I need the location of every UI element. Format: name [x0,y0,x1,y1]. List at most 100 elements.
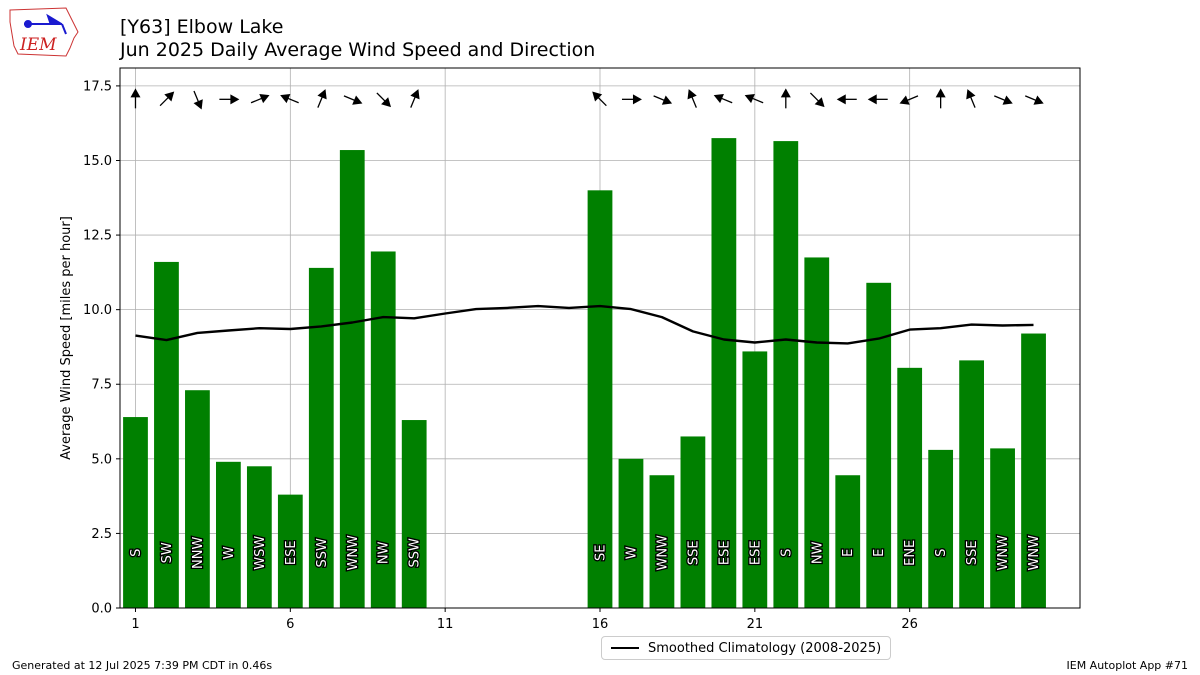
x-tick-label: 6 [286,617,294,632]
legend-label: Smoothed Climatology (2008-2025) [648,640,882,656]
wind-speed-bar [154,261,179,608]
arrow-head [899,95,910,105]
direction-arrows [130,88,1044,110]
wind-speed-bar [804,257,830,608]
y-tick-label: 0.0 [91,602,112,617]
arrow-head [780,88,791,98]
wind-speed-bar [928,449,954,608]
wind-direction-label: WNW [346,535,361,571]
autoplot-app-id: IEM Autoplot App #71 [1066,659,1189,672]
y-tick-label: 10.0 [83,303,112,318]
wind-direction-arrow [935,88,946,109]
wind-direction-label: WNW [996,535,1011,571]
wind-speed-bar [897,367,923,608]
y-tick-label: 17.5 [83,79,112,94]
wind-direction-label: SSE [686,540,701,565]
x-tick-label: 11 [437,617,454,632]
wind-direction-label: S [129,549,144,557]
wind-direction-label: W [624,546,639,559]
wind-direction-label: SSE [965,540,980,565]
climatology-line [135,304,1034,345]
wind-direction-label: ESE [284,540,299,565]
wind-direction-arrow [867,94,888,105]
arrow-shaft [597,96,607,107]
arrow-shaft [317,96,324,108]
wind-direction-label: S [779,549,794,557]
y-tick-label: 12.5 [83,229,112,244]
arrow-head [280,93,291,104]
wind-speed-bars [123,138,1046,609]
arrow-shaft [691,96,697,108]
wind-direction-arrow [966,89,976,108]
y-axis-label: Average Wind Speed [miles per hour] [59,216,74,460]
arrow-head [1002,95,1013,105]
arrow-shaft [969,96,976,108]
wind-speed-bar [711,138,737,608]
y-tick-label: 5.0 [91,452,112,467]
wind-direction-arrow [899,95,919,105]
arrow-shaft [751,97,764,104]
wind-direction-arrow [343,95,363,105]
arrow-head [744,93,755,104]
arrow-head [352,95,363,105]
arrow-head [836,94,846,105]
wind-direction-arrow [653,95,673,105]
wind-direction-arrow [1024,95,1044,105]
wind-direction-label: NNW [191,537,206,569]
arrow-shaft [1024,95,1037,102]
x-tick-label: 16 [592,617,609,632]
arrow-head [687,89,697,100]
arrow-shaft [343,95,356,102]
arrow-shaft [994,95,1006,102]
x-tick-label: 26 [901,617,918,632]
wind-direction-arrow [250,93,270,104]
wind-direction-label: SW [160,542,175,563]
wind-direction-arrow [130,88,141,109]
wind-direction-arrow [836,94,857,105]
wind-direction-label: NW [377,541,392,564]
wind-direction-arrow [713,93,733,104]
wind-speed-bar [277,494,303,608]
arrow-shaft [193,90,200,103]
arrow-head [661,95,673,105]
arrow-shaft [906,95,919,102]
arrow-head [410,89,420,100]
wind-direction-arrow [376,92,392,108]
arrow-head [867,94,877,105]
arrow-head [317,89,327,100]
arrow-head [193,99,203,110]
wind-speed-bar [370,251,396,609]
y-tick-label: 15.0 [83,154,112,169]
y-tick-label: 7.5 [91,378,112,393]
wind-speed-bar [773,141,799,608]
arrow-head [935,88,946,98]
wind-direction-arrow [592,91,607,107]
wind-speed-bar [618,458,644,608]
arrow-head [130,88,141,98]
wind-speed-bar [742,351,768,608]
wind-direction-arrow [280,93,299,104]
iem-logo-text: IEM [19,35,57,55]
wind-speed-bar [680,436,706,608]
wind-speed-bar [216,461,241,608]
arrow-head [1033,95,1044,105]
legend: Smoothed Climatology (2008-2025) [601,636,892,660]
wind-direction-label: W [222,546,237,559]
wind-direction-label: E [872,549,887,557]
wind-direction-arrow [809,92,825,108]
wind-speed-bar [587,190,613,608]
wind-direction-label: S [934,549,949,557]
wind-direction-arrow [994,95,1013,105]
wind-speed-bar [835,475,861,608]
arrow-shaft [410,96,416,108]
arrow-head [381,97,392,108]
wind-direction-label: SE [594,545,609,561]
weather-station-icon [24,13,67,35]
wind-speed-bar [959,360,984,608]
wind-direction-arrow [193,90,203,110]
arrow-head [966,89,976,100]
wind-speed-bar [649,475,675,608]
chart-title-station: [Y63] Elbow Lake [120,16,284,38]
wind-direction-label: ESE [717,540,732,565]
arrow-head [592,91,603,102]
